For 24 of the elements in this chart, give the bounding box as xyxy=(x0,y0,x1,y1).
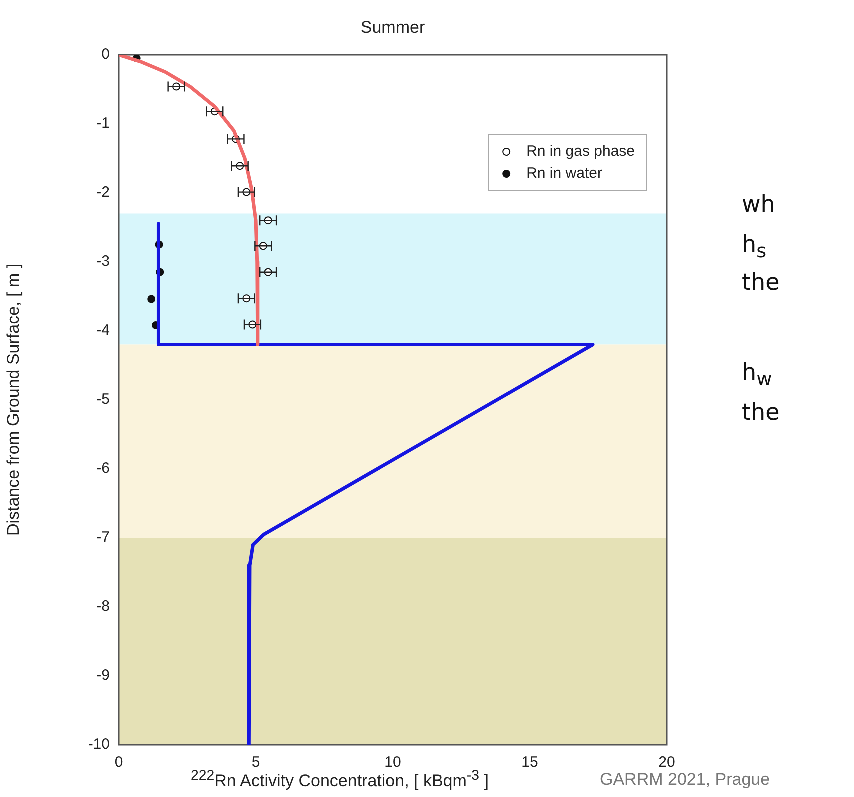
legend-label: Rn in gas phase xyxy=(526,143,635,160)
y-tick-label: -8 xyxy=(96,598,110,616)
y-tick-label: -6 xyxy=(96,460,110,478)
legend-label: Rn in water xyxy=(526,165,602,182)
chart-title: Summer xyxy=(360,18,426,38)
text: h$_{w}$ xyxy=(742,360,772,391)
y-axis-title: Distance from Ground Surface, [ m ] xyxy=(4,264,23,536)
y-tick-label: -3 xyxy=(96,253,110,270)
x-tick-label: 20 xyxy=(658,754,676,772)
x-tick-label: 15 xyxy=(522,754,538,772)
text: wh xyxy=(742,192,776,218)
y-tick-label: -1 xyxy=(96,115,110,132)
text: h$_{s}$ xyxy=(742,232,767,263)
y-tick-label: -10 xyxy=(88,736,110,754)
y-tick-label: -4 xyxy=(96,322,110,340)
text: GARRM 2021, Prague xyxy=(600,770,770,790)
y-tick-label: -5 xyxy=(96,391,110,408)
text: the xyxy=(742,400,780,426)
y-tick-label: -9 xyxy=(96,667,110,684)
x-tick-label: 0 xyxy=(114,754,124,772)
y-tick-label: 0 xyxy=(102,46,110,64)
y-tick-label: -2 xyxy=(96,184,110,202)
text: the xyxy=(742,270,780,296)
y-tick-label: -7 xyxy=(96,529,110,546)
